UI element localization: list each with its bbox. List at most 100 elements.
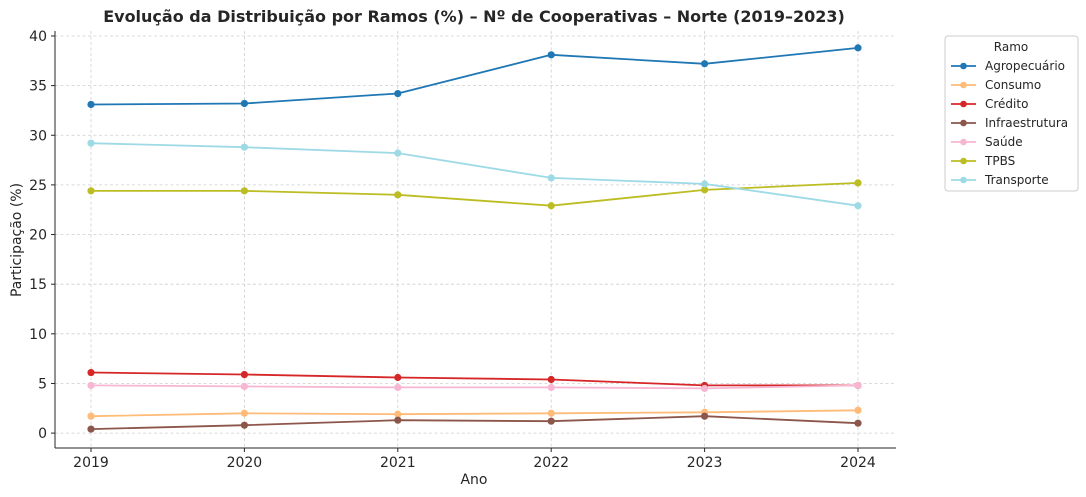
data-point — [240, 187, 248, 195]
y-tick-label: 25 — [29, 178, 47, 194]
series-line — [90, 371, 858, 387]
data-point — [854, 419, 862, 427]
data-point — [87, 187, 95, 195]
data-point — [87, 100, 95, 109]
x-tick-label: 2021 — [380, 455, 416, 471]
legend-swatch-marker — [960, 138, 967, 146]
series-saude — [87, 381, 862, 393]
data-point — [547, 417, 555, 425]
legend-swatch-marker — [960, 176, 967, 184]
data-point — [240, 143, 248, 151]
x-tick-label: 2020 — [227, 455, 263, 471]
x-tick-label: 2024 — [840, 455, 876, 471]
x-tick-label: 2019 — [73, 455, 109, 471]
data-point — [240, 409, 248, 417]
axes — [54, 31, 896, 449]
data-point — [854, 202, 862, 210]
data-point — [701, 180, 709, 188]
y-tick-label: 5 — [38, 376, 47, 392]
data-point — [547, 202, 555, 210]
legend-label: Crédito — [985, 97, 1028, 111]
data-point — [87, 412, 95, 420]
y-tick-label: 30 — [29, 128, 47, 144]
data-point — [547, 409, 555, 417]
data-point — [701, 186, 709, 194]
data-point — [87, 425, 95, 433]
data-point — [854, 44, 862, 52]
series-line — [91, 182, 859, 207]
series-line — [90, 142, 859, 207]
data-point — [394, 383, 402, 392]
series-agropecuario — [87, 44, 862, 109]
data-point — [394, 410, 402, 418]
data-point — [240, 99, 248, 108]
y-tick-label: 15 — [29, 277, 47, 293]
series-consumo — [87, 406, 862, 420]
data-point — [701, 384, 709, 393]
legend-item-consumo: Consumo — [951, 78, 1041, 92]
legend-item-saude: Saúde — [951, 135, 1023, 149]
x-ticks: 2019 2020 2021 2022 2023 2024 — [73, 448, 876, 471]
data-point — [87, 139, 95, 147]
legend-swatch-marker — [960, 157, 967, 165]
legend-title: Ramo — [994, 40, 1028, 54]
data-point — [394, 89, 402, 98]
legend-item-tpbs: TPBS — [951, 154, 1015, 168]
legend-items: Agropecuário Consumo Crédito Infraestrutura… — [951, 59, 1068, 187]
y-tick-label: 10 — [29, 327, 47, 343]
data-point — [547, 51, 555, 59]
data-point — [240, 370, 248, 379]
x-tick-label: 2023 — [687, 455, 723, 471]
series-tpbs — [87, 179, 862, 210]
data-point — [87, 381, 95, 390]
legend-label: Consumo — [985, 78, 1041, 92]
y-tick-label: 20 — [29, 228, 47, 244]
legend-item-transporte: Transporte — [951, 173, 1049, 187]
chart-title: Evolução da Distribuição por Ramos (%) –… — [103, 7, 845, 26]
data-point — [854, 406, 862, 414]
data-point — [854, 179, 862, 187]
legend: Ramo Agropecuário Consumo Crédito Infraestr… — [944, 35, 1079, 192]
legend-swatch-marker — [960, 81, 967, 89]
y-ticks: 0 5 10 15 20 25 30 35 40 — [29, 29, 55, 442]
data-point — [701, 412, 709, 420]
data-point — [547, 375, 555, 384]
data-point — [394, 373, 402, 382]
data-point — [394, 416, 402, 424]
data-point — [394, 191, 402, 199]
legend-label: Infraestrutura — [985, 116, 1068, 130]
legend-swatch-marker — [960, 62, 967, 70]
data-point — [240, 382, 248, 391]
series-layer — [87, 44, 862, 433]
data-point — [701, 60, 709, 68]
legend-label: Saúde — [985, 135, 1023, 149]
y-tick-label: 35 — [29, 79, 47, 95]
data-point — [87, 368, 95, 377]
series-line — [90, 409, 859, 418]
data-point — [854, 381, 862, 390]
legend-item-infraestrutura: Infraestrutura — [951, 116, 1068, 130]
legend-item-agropecuario: Agropecuário — [951, 59, 1065, 73]
y-tick-label: 0 — [38, 426, 47, 442]
legend-frame — [944, 35, 1079, 192]
legend-label: TPBS — [984, 154, 1015, 168]
x-axis-label: Ano — [460, 472, 487, 488]
legend-label: Transporte — [984, 173, 1049, 187]
series-line — [90, 47, 859, 106]
data-point — [547, 383, 555, 392]
legend-item-credito: Crédito — [951, 97, 1028, 111]
series-infraestrutura — [87, 412, 862, 433]
series-line — [90, 384, 859, 390]
y-axis-label: Participação (%) — [9, 183, 25, 297]
series-transporte — [87, 139, 862, 210]
x-tick-label: 2022 — [533, 455, 569, 471]
legend-swatch-marker — [960, 100, 967, 108]
data-point — [547, 174, 555, 182]
data-point — [394, 149, 402, 157]
legend-swatch-marker — [960, 119, 967, 127]
data-point — [240, 421, 248, 429]
legend-label: Agropecuário — [985, 59, 1065, 73]
series-line — [90, 415, 859, 430]
y-tick-label: 40 — [29, 29, 47, 45]
